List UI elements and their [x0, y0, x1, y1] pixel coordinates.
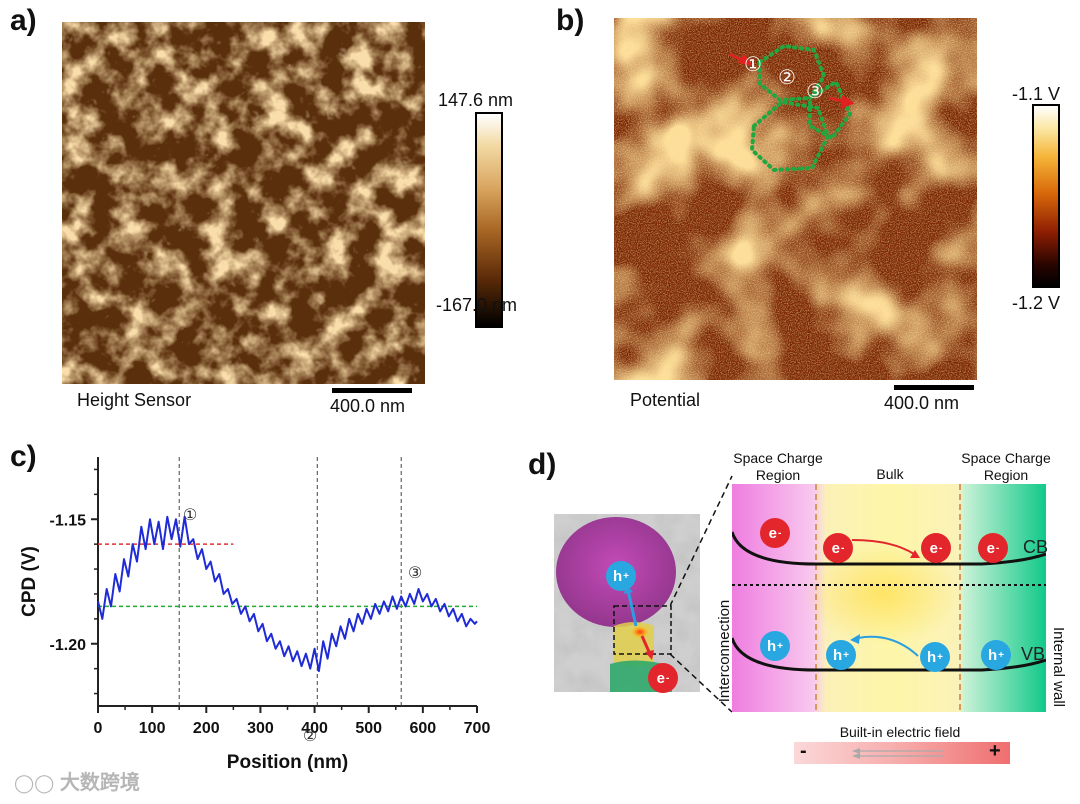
micrograph-hole: h +: [606, 561, 636, 591]
vb-hole-scr-right: h +: [981, 640, 1011, 670]
grain-boundaries: [749, 43, 853, 173]
potential-marker-2: ②: [778, 67, 796, 89]
x-tick-label: 700: [464, 720, 491, 737]
panel-b-scalebar-label: 400.0 nm: [884, 393, 960, 413]
panel-a-label: a): [10, 4, 37, 37]
inset-connector-lines: [670, 475, 733, 713]
height-colorbar-max: 147.6 nm: [438, 90, 514, 110]
conduction-band-curve: [730, 531, 1047, 566]
y-axis-label: CPD (V): [19, 546, 40, 617]
vb-label: VB: [1021, 644, 1046, 664]
height-colorbar: [475, 112, 503, 328]
x-tick-label: 500: [355, 720, 382, 737]
electron-flow-arrow: [851, 539, 915, 555]
hole-flow-arrow: [857, 635, 919, 657]
region-label-right: Space Charge Region: [961, 450, 1051, 483]
potential-colorbar: [1032, 104, 1060, 288]
x-tick-label: 300: [247, 720, 274, 737]
interconnection-label: Interconnection: [716, 599, 733, 703]
band-diagram: [730, 484, 1047, 712]
cb-label: CB: [1023, 537, 1049, 557]
chart-marker-1: ①: [183, 505, 197, 524]
tem-micrograph: [554, 514, 700, 692]
chart-marker-3: ③: [408, 563, 422, 582]
x-tick-label: 100: [139, 720, 166, 737]
cpd-chart-svg: 0 100 200 300 400 500 600 700 -1.15 -1.20 Position…: [19, 457, 491, 773]
cb-electron-scr-left: e-: [760, 518, 790, 548]
series-line-cpd: [97, 515, 478, 673]
x-axis-label: Position (nm): [227, 752, 348, 773]
vb-hole-bulk-right: h +: [920, 642, 950, 672]
field-gradient-bar: - +: [794, 740, 1010, 764]
panel-b-caption: Potential: [630, 390, 701, 410]
x-tick-label: 200: [193, 720, 220, 737]
potential-image: [614, 18, 977, 380]
potential-colorbar-min: -1.2 V: [1012, 293, 1061, 313]
micrograph-electron: e-: [648, 663, 678, 693]
panel-b-label: b): [556, 4, 585, 37]
panel-a-scalebar: [332, 388, 412, 393]
x-tick-label: 0: [94, 720, 103, 737]
cb-electron-bulk-right: e-: [921, 533, 951, 563]
field-label: Built-in electric field: [839, 724, 961, 740]
internal-wall-label: Internal wall: [1050, 626, 1067, 708]
field-minus: -: [800, 740, 807, 762]
cb-electron-bulk-left: e-: [823, 533, 853, 563]
y-tick-label: -1.15: [50, 512, 87, 529]
vb-hole-scr-left: h +: [760, 631, 790, 661]
panel-a-caption: Height Sensor: [77, 390, 192, 410]
chart-marker-2: ②: [303, 726, 317, 745]
height-sensor-image: [62, 22, 425, 384]
potential-marker-3: ③: [806, 81, 824, 103]
watermark: ◯◯ 大数跨境: [14, 772, 140, 794]
potential-colorbar-max: -1.1 V: [1012, 84, 1061, 104]
panel-d-label: d): [528, 448, 557, 481]
watermark-logo-icon: ◯◯: [14, 773, 55, 793]
panel-c-label: c): [10, 440, 37, 473]
x-tick-label: 400: [301, 720, 328, 737]
x-tick-label: 600: [410, 720, 437, 737]
region-label-left: Space Charge Region: [733, 450, 823, 483]
cpd-chart: 0 100 200 300 400 500 600 700 -1.15 -1.20 Position…: [0, 440, 540, 799]
region-label-bulk: Bulk: [876, 466, 904, 482]
potential-marker-1: ①: [744, 54, 762, 76]
vb-hole-bulk-left: h +: [826, 640, 856, 670]
cb-electron-scr-right: e-: [978, 533, 1008, 563]
panel-b-scalebar: [894, 385, 974, 390]
valence-band-curve: [730, 637, 1047, 672]
flow-arrows: [728, 52, 855, 109]
y-tick-label: -1.20: [50, 637, 87, 654]
height-colorbar-min: -167.0 nm: [436, 295, 518, 315]
panel-a-scalebar-label: 400.0 nm: [330, 396, 406, 416]
field-plus: +: [989, 740, 1001, 762]
